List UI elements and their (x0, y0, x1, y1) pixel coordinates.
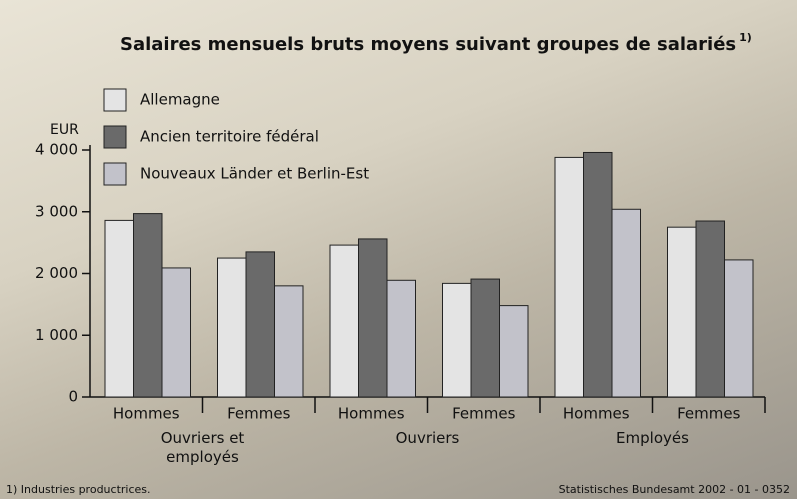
title-note: 1) (739, 31, 752, 44)
group-label: Employés (598, 429, 708, 448)
x-tick-label: Hommes (113, 405, 180, 423)
chart: Salaires mensuels bruts moyens suivant g… (0, 0, 797, 499)
bar (443, 283, 472, 397)
bar (500, 306, 529, 397)
bar (471, 279, 500, 397)
x-tick-label: Femmes (677, 405, 740, 423)
source: Statistisches Bundesamt 2002 - 01 - 0352 (559, 483, 790, 496)
bar (218, 258, 247, 397)
legend-label: Nouveaux Länder et Berlin-Est (140, 165, 369, 183)
chart-title: Salaires mensuels bruts moyens suivant g… (120, 34, 736, 55)
bar (246, 252, 275, 397)
x-tick-label: Hommes (338, 405, 405, 423)
y-tick-label: 3 000 (35, 202, 78, 220)
y-tick-label: 4 000 (35, 141, 78, 159)
bar (555, 157, 584, 397)
x-tick-label: Femmes (452, 405, 515, 423)
y-unit: EUR (50, 122, 79, 138)
bar (162, 268, 191, 397)
x-tick-label: Femmes (227, 405, 290, 423)
bar (725, 260, 754, 397)
bar (668, 227, 697, 397)
bar (275, 286, 304, 397)
x-tick-label: Hommes (563, 405, 630, 423)
y-tick-label: 0 (68, 388, 78, 406)
bar (359, 239, 388, 397)
bar (387, 280, 416, 397)
bar (696, 221, 725, 397)
chart-svg: Salaires mensuels bruts moyens suivant g… (0, 0, 797, 499)
legend-swatch (104, 163, 126, 185)
bar (134, 214, 163, 397)
group-label: Ouvriers et employés (148, 429, 258, 467)
y-tick-label: 2 000 (35, 264, 78, 282)
bar (612, 209, 641, 397)
legend-swatch (104, 89, 126, 111)
y-tick-label: 1 000 (35, 326, 78, 344)
bar (584, 152, 613, 397)
legend-swatch (104, 126, 126, 148)
footnote: 1) Industries productrices. (6, 483, 151, 496)
legend-label: Allemagne (140, 91, 220, 109)
bar (105, 220, 134, 397)
legend-label: Ancien territoire fédéral (140, 128, 319, 146)
group-label: Ouvriers (373, 429, 483, 448)
bar (330, 245, 359, 397)
